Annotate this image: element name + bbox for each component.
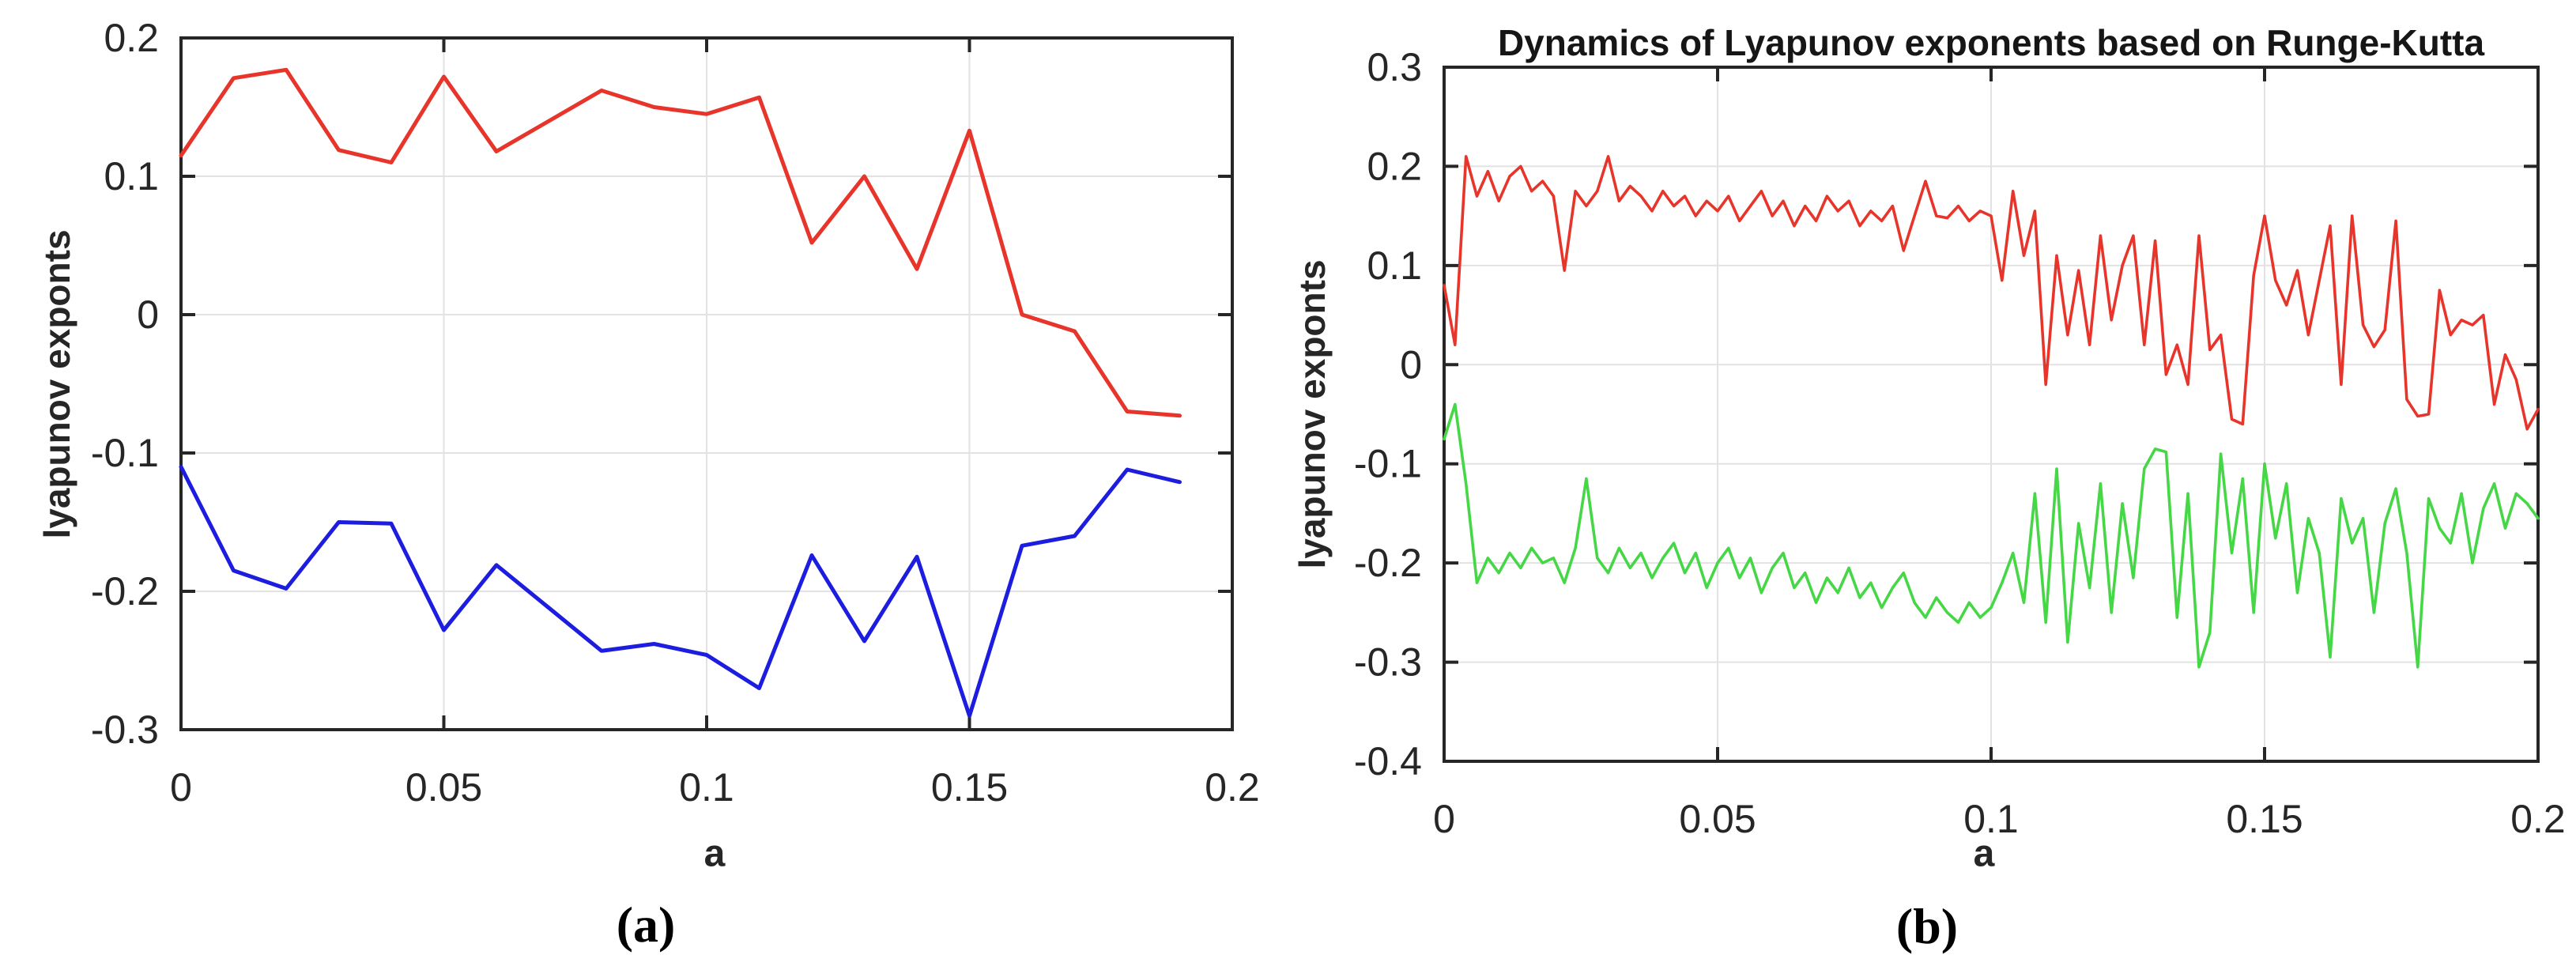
x-tick-label: 0 <box>170 765 192 810</box>
caption-a: (a) <box>616 896 676 953</box>
y-tick-label: 0.2 <box>104 16 159 60</box>
y-tick-label: -0.2 <box>1354 541 1422 585</box>
y-tick-label: -0.1 <box>91 431 159 475</box>
x-tick-label: 0.2 <box>1205 765 1260 810</box>
lyapunov-exponent-2-green <box>1443 402 2540 669</box>
x-tick-label: 0.15 <box>931 765 1008 810</box>
y-tick-label: -0.1 <box>1354 442 1422 486</box>
x-tick-label: 0.1 <box>679 765 734 810</box>
chart-b-ylabel: lyapunov exponts <box>1292 259 1333 569</box>
y-tick-label: 0.3 <box>1367 45 1422 89</box>
lyapunov-exponent-1-red <box>179 67 1182 418</box>
chart-b-title: Dynamics of Lyapunov exponents based on … <box>1497 22 2485 63</box>
y-tick-label: 0 <box>1400 342 1422 387</box>
y-tick-label: -0.2 <box>91 569 159 613</box>
x-tick-label: 0.15 <box>2226 797 2303 841</box>
x-tick-label: 0 <box>1433 797 1455 841</box>
y-tick-label: -0.4 <box>1354 739 1422 783</box>
chart-a: 0 0.05 0.1 0.15 0.2 0.2 0.1 0 -0.1 -0.2 -0.3 <box>91 16 1260 810</box>
x-tick-label: 0.2 <box>2510 797 2566 841</box>
lyapunov-exponent-2-blue <box>179 465 1182 718</box>
y-tick-label: 0 <box>137 293 159 337</box>
y-tick-label: -0.3 <box>1354 640 1422 685</box>
y-tick-label: -0.3 <box>91 708 159 752</box>
x-tick-label: 0.05 <box>405 765 482 810</box>
chart-b: 0 0.05 0.1 0.15 0.2 0.3 0.2 0.1 0 -0.1 -0.2 -0.3 -0.… <box>1354 45 2566 841</box>
x-tick-label: 0.1 <box>1963 797 2019 841</box>
chart-a-xlabel: a <box>703 832 726 875</box>
y-tick-label: 0.2 <box>1367 144 1422 188</box>
chart-b-xlabel: a <box>1973 832 1995 875</box>
y-tick-label: 0.1 <box>104 154 159 198</box>
y-tick-label: 0.1 <box>1367 243 1422 288</box>
caption-b: (b) <box>1895 898 1959 954</box>
chart-a-ylabel: lyapunov exponts <box>36 229 77 539</box>
x-tick-label: 0.05 <box>1679 797 1756 841</box>
lyapunov-exponent-1-red <box>1443 155 2540 431</box>
